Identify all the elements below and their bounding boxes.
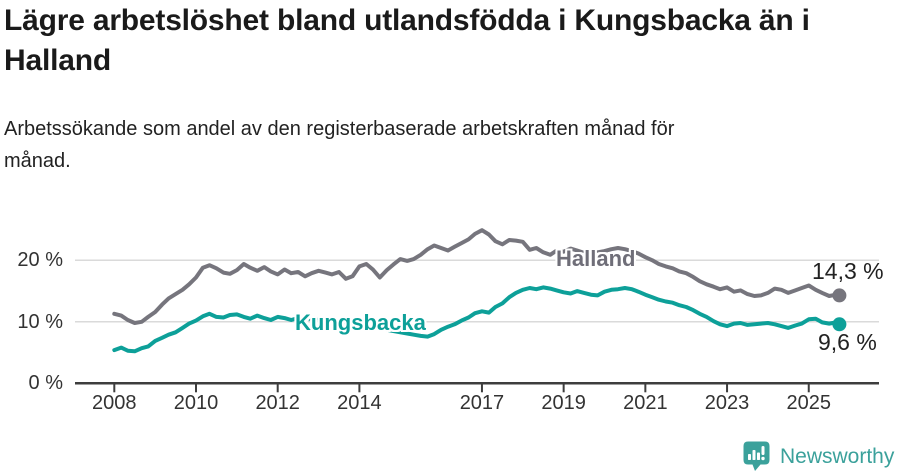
end-value-kungsbacka: 9,6 %	[818, 329, 877, 355]
newsworthy-logo: Newsworthy	[743, 441, 894, 472]
end-value-halland: 14,3 %	[812, 258, 884, 284]
x-tick-label: 2017	[459, 392, 505, 414]
series-label-halland: Halland	[556, 246, 636, 271]
x-tick-label: 2019	[541, 392, 586, 414]
y-tick-label: 0 %	[28, 372, 63, 395]
x-tick-label: 2023	[704, 392, 750, 414]
x-tick-label: 2010	[173, 392, 219, 414]
series-label-kungsbacka: Kungsbacka	[295, 310, 426, 335]
y-tick-label: 10 %	[17, 310, 63, 333]
x-tick-label: 2008	[92, 392, 137, 414]
end-dot-halland	[832, 288, 847, 303]
page-title: Lägre arbetslöshet bland utlandsfödda i …	[4, 4, 810, 77]
x-tick-label: 2021	[623, 392, 668, 414]
series-line-halland	[112, 228, 842, 325]
newsworthy-icon	[743, 441, 770, 471]
end-dot-kungsbacka	[832, 317, 847, 332]
x-tick-label: 2014	[337, 392, 382, 414]
x-tick-label: 2025	[786, 392, 832, 414]
page-subtitle: Arbetssökande som andel av den registerb…	[4, 118, 675, 172]
x-tick-label: 2012	[255, 392, 300, 414]
series-line-kungsbacka	[112, 285, 842, 354]
newsworthy-label: Newsworthy	[780, 445, 895, 468]
y-tick-label: 20 %	[17, 249, 63, 272]
